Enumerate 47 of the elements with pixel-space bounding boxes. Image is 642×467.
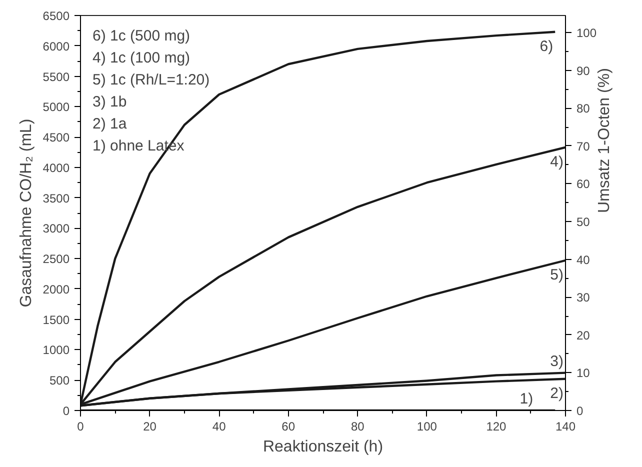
series-label: 1) xyxy=(520,390,534,408)
x-tick-label: 120 xyxy=(486,420,507,434)
x-tick-label: 100 xyxy=(416,420,438,434)
y2-tick-label: 10 xyxy=(576,366,590,380)
y2-tick-label: 90 xyxy=(576,64,590,78)
y-tick-label: 1000 xyxy=(42,343,70,358)
series-label: 4) xyxy=(550,153,564,170)
y-tick-label: 1500 xyxy=(42,312,70,327)
annotation: 2) 1a xyxy=(92,116,128,132)
y-tick-label: 2000 xyxy=(42,282,70,296)
y-axis-title: Gasaufnahme CO/H₂ (mL) xyxy=(18,118,35,308)
y-tick-label: 3500 xyxy=(42,191,70,206)
y-tick-label: 5000 xyxy=(42,100,70,114)
annotation: 3) 1b xyxy=(92,94,127,110)
y-tick-label: 6000 xyxy=(42,39,70,54)
y2-tick-label: 40 xyxy=(576,252,590,267)
series-label: 6) xyxy=(540,38,554,55)
series-label: 5) xyxy=(550,266,564,284)
x-tick-label: 140 xyxy=(555,420,576,434)
y2-tick-label: 70 xyxy=(576,139,590,154)
y2-tick-label: 0 xyxy=(576,404,584,418)
series-label: 2) xyxy=(550,384,564,402)
y-tick-label: 6500 xyxy=(42,9,70,23)
y-tick-label: 500 xyxy=(49,374,70,388)
y-tick-label: 5500 xyxy=(42,70,70,84)
y2-tick-label: 50 xyxy=(576,215,590,230)
y2-tick-label: 30 xyxy=(576,290,590,305)
y-tick-label: 0 xyxy=(62,404,70,418)
y2-tick-label: 80 xyxy=(576,102,590,116)
x-tick-label: 80 xyxy=(350,420,365,434)
y2-axis-title: Umsatz 1-Octen (%) xyxy=(596,68,614,213)
x-tick-label: 20 xyxy=(143,420,157,434)
annotation: 4) 1c (100 mg) xyxy=(92,50,190,66)
y-tick-label: 2500 xyxy=(42,252,70,266)
x-axis-title: Reaktionszeit (h) xyxy=(262,438,384,456)
y2-tick-label: 20 xyxy=(576,328,590,342)
x-tick-label: 60 xyxy=(282,420,296,434)
annotation: 6) 1c (500 mg) xyxy=(92,28,190,44)
series-label: 3) xyxy=(550,352,564,370)
y-tick-label: 4000 xyxy=(42,160,70,175)
annotation: 5) 1c (Rh/L=1:20) xyxy=(92,72,210,88)
y2-tick-label: 60 xyxy=(576,177,590,192)
x-tick-label: 40 xyxy=(212,420,226,434)
y2-tick-label: 100 xyxy=(576,26,597,40)
x-tick-label: 0 xyxy=(77,420,84,434)
y-tick-label: 4500 xyxy=(42,130,70,145)
y-tick-label: 3000 xyxy=(42,222,70,236)
